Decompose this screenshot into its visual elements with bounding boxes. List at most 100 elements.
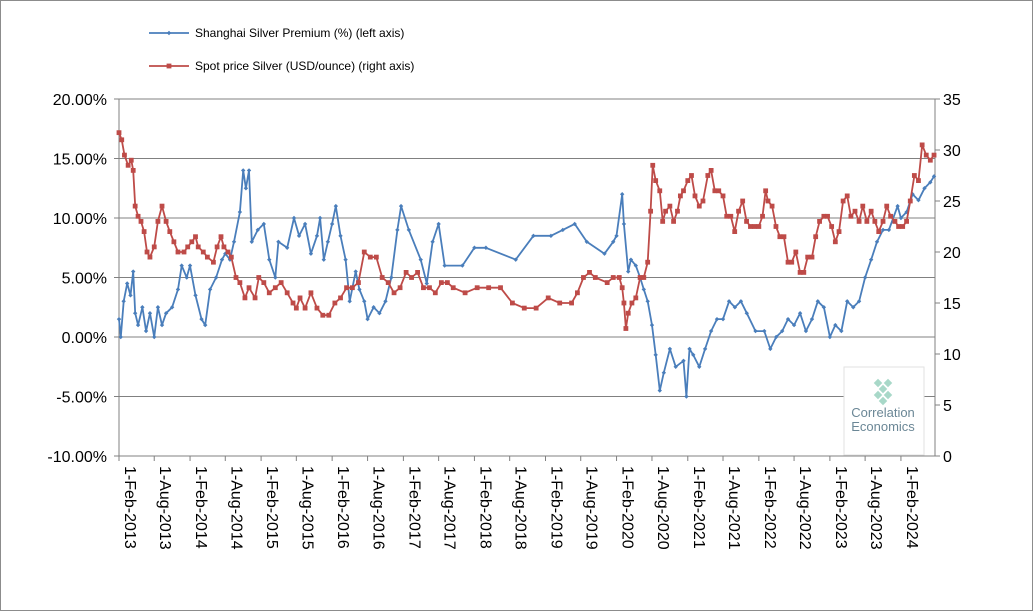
series-2-point	[720, 193, 726, 199]
x-tick-label: 1-Feb-2024	[903, 466, 920, 549]
series-1-point	[132, 311, 138, 316]
series-2-point	[852, 208, 858, 214]
series-2-point	[777, 234, 783, 240]
series-1-point	[762, 328, 767, 334]
series-1-point	[131, 269, 136, 274]
series-1-point	[261, 221, 267, 227]
series-2-point	[700, 198, 706, 204]
series-1-point	[308, 251, 314, 256]
series-2-point	[155, 219, 161, 224]
x-tick-label: 1-Feb-2017	[405, 466, 422, 549]
x-tick-label: 1-Feb-2021	[690, 466, 707, 549]
logo-square	[878, 396, 888, 406]
series-2-point	[809, 254, 815, 260]
series-1-point	[143, 328, 149, 334]
series-1-point	[267, 257, 272, 262]
series-1-point	[513, 257, 518, 262]
legend: Shanghai Silver Premium (%) (left axis) S…	[149, 26, 414, 73]
series-2-point	[211, 259, 216, 265]
series-1-point	[353, 269, 358, 274]
series-2-point	[575, 290, 580, 296]
series-1-point	[398, 203, 404, 209]
series-2-point	[326, 312, 332, 318]
logo-square	[878, 384, 888, 394]
x-tick-label: 1-Aug-2018	[512, 466, 529, 550]
series-2-point	[681, 188, 686, 194]
series-2-point	[521, 305, 527, 311]
series-2-point	[338, 295, 343, 301]
series-2-point	[385, 280, 391, 285]
series-2-point	[825, 213, 830, 219]
series-1-point	[697, 364, 702, 369]
series-1-point	[193, 293, 198, 298]
series-1-point	[240, 168, 246, 173]
watermark-line2: Economics	[851, 419, 915, 434]
series-2-point	[462, 290, 468, 296]
series-2-point	[320, 312, 326, 318]
left-axis: -10.00% -5.00% 0.00% 5.00% 10.00% 15.00% 20.00…	[47, 92, 119, 466]
series-1-point	[548, 233, 554, 239]
series-2-point	[242, 295, 248, 301]
series-2-point	[587, 270, 592, 275]
series-2-point	[663, 208, 668, 214]
x-tick-label: 1-Aug-2016	[370, 466, 387, 550]
right-tick-label: 5	[943, 398, 952, 415]
right-tick-label: 0	[943, 449, 952, 466]
series-2-point	[793, 249, 799, 255]
series-1-point	[720, 316, 726, 322]
series-2-point	[763, 188, 769, 194]
series-1-point	[329, 221, 335, 227]
series-2-point	[821, 213, 827, 219]
series-2-point	[237, 280, 243, 285]
x-tick-label: 1-Feb-2023	[832, 466, 849, 549]
series-2-point	[732, 229, 738, 234]
series-1-point	[645, 299, 650, 304]
series-1-point	[317, 215, 323, 221]
series-1-point	[904, 209, 909, 215]
series-1-point	[338, 233, 343, 239]
series-1-point	[135, 322, 141, 328]
series-1-point	[667, 346, 673, 352]
series-2-point	[769, 203, 775, 209]
series-1-point	[898, 215, 904, 221]
x-tick-label: 1-Feb-2018	[476, 466, 493, 549]
series-2-point	[789, 259, 795, 265]
series-1-point	[753, 328, 758, 334]
right-axis: 0 5 10 15 20 25 30 35	[935, 92, 961, 466]
logo-square	[873, 390, 883, 400]
series-2-point	[667, 203, 673, 209]
series-2-point	[175, 249, 181, 255]
gridlines	[119, 158, 935, 397]
series-2-point	[138, 219, 144, 224]
series-1-point	[916, 197, 921, 203]
series-2-point	[122, 152, 127, 158]
series-2-point	[415, 270, 421, 275]
series-1-point	[343, 257, 348, 262]
x-tick-label: 1-Feb-2020	[619, 466, 636, 549]
series-1-point	[628, 257, 634, 262]
series-1-point	[633, 263, 639, 268]
series-1	[116, 168, 937, 399]
series-1-point	[418, 257, 423, 262]
series-2-point	[421, 285, 426, 291]
series-2-point	[272, 285, 278, 291]
series-layer	[116, 130, 937, 399]
series-2-point	[119, 137, 125, 143]
series-1-point	[199, 316, 204, 322]
series-1-point	[833, 322, 838, 328]
series-1-point	[779, 328, 785, 334]
series-1-point	[296, 233, 302, 239]
series-2-point	[736, 208, 741, 214]
series-1-point	[839, 328, 844, 334]
series-2-point	[756, 224, 762, 229]
series-1-point	[691, 352, 696, 358]
series-2-point	[221, 244, 227, 250]
series-1-point	[169, 305, 175, 310]
series-2-point	[716, 188, 722, 194]
series-2-point	[379, 275, 385, 280]
series-1-point	[430, 239, 435, 244]
series-1-point	[124, 281, 130, 286]
series-1-point	[147, 311, 153, 316]
x-axis: 1-Feb-2013 1-Aug-2013 1-Feb-2014 1-Aug-2014…	[118, 456, 920, 550]
series-2-point	[637, 275, 643, 280]
